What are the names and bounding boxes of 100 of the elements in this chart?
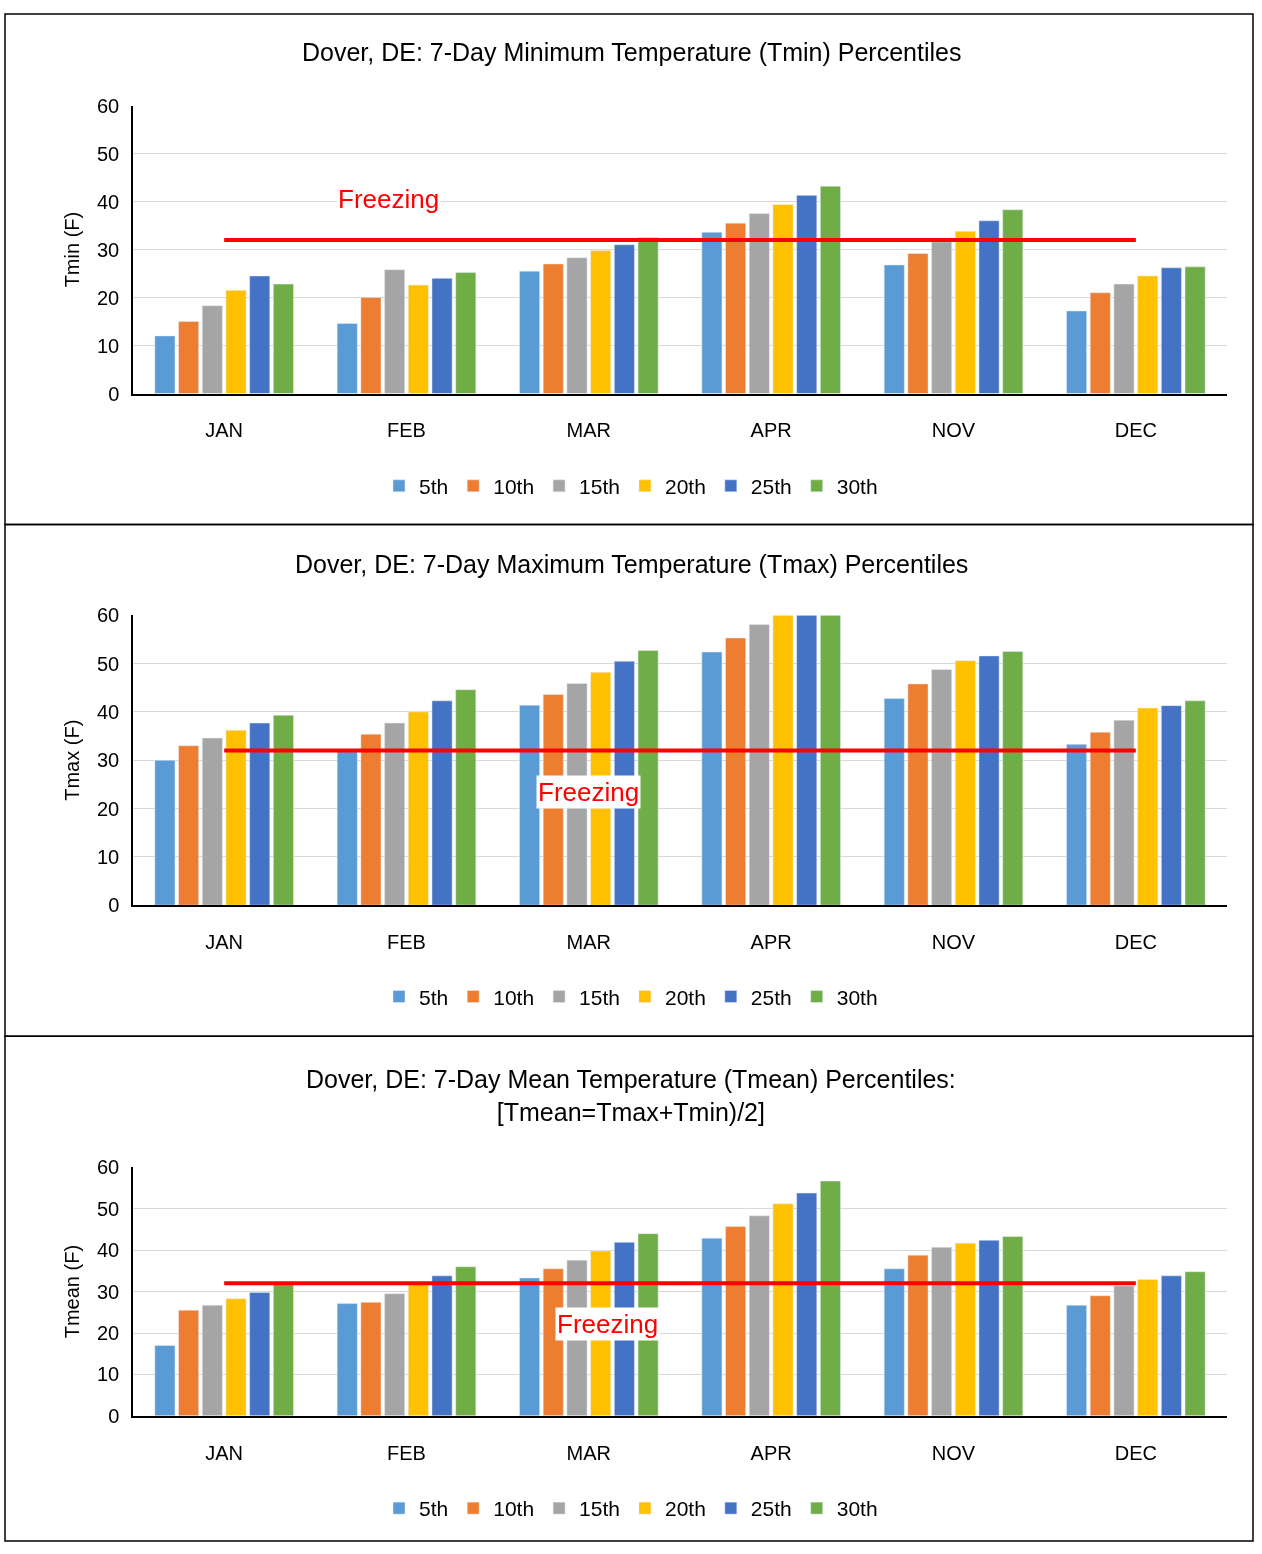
bar — [820, 1180, 841, 1416]
legend-label: 25th — [750, 985, 792, 1009]
y-tick-label: 10 — [97, 1363, 120, 1386]
legend-label: 25th — [750, 475, 792, 499]
bar — [542, 263, 564, 394]
bar — [1184, 1271, 1206, 1416]
x-tick-label: JAN — [205, 1441, 244, 1464]
bar — [1161, 267, 1182, 394]
x-tick-label: DEC — [1114, 930, 1157, 953]
bar — [820, 615, 841, 906]
bar — [1066, 1305, 1087, 1416]
bar — [225, 730, 247, 906]
y-tick-label: 10 — [97, 845, 120, 868]
bar — [249, 722, 271, 906]
bar — [772, 1203, 794, 1416]
y-tick-label: 50 — [97, 142, 120, 165]
y-axis-title: Tmax (F) — [61, 719, 83, 801]
bar — [725, 222, 746, 394]
y-tick-label: 50 — [97, 1197, 120, 1220]
bar — [249, 275, 271, 394]
bar — [566, 257, 588, 394]
legend-label: 15th — [579, 985, 620, 1009]
bar — [772, 204, 794, 394]
bar — [748, 624, 770, 906]
bar — [408, 284, 429, 394]
bar — [1066, 310, 1087, 394]
bar — [178, 1309, 199, 1416]
x-tick-label: JAN — [205, 419, 244, 442]
x-tick-label: MAR — [566, 419, 612, 442]
bar — [154, 1345, 176, 1416]
bar — [1137, 707, 1159, 906]
bar — [931, 669, 952, 906]
chart-title: Dover, DE: 7-Day Maximum Temperature (Tmax) Percentiles — [295, 550, 969, 578]
y-tick-label: 0 — [108, 382, 120, 405]
bar — [455, 1266, 477, 1416]
bar — [1161, 1275, 1182, 1416]
bar — [360, 733, 382, 906]
bar — [907, 683, 929, 906]
y-tick-label: 30 — [97, 1280, 120, 1303]
bar — [178, 321, 199, 394]
y-tick-label: 20 — [97, 286, 120, 309]
bar — [336, 323, 358, 394]
y-tick-label: 40 — [97, 1239, 120, 1262]
bar — [336, 1303, 358, 1416]
bar — [796, 1192, 818, 1416]
y-axis-title: Tmin (F) — [61, 211, 83, 288]
bar — [955, 231, 976, 394]
ref-line-label: Freezing — [557, 1309, 659, 1339]
bar — [1089, 731, 1111, 906]
bar — [384, 1293, 405, 1416]
y-tick-label: 30 — [97, 749, 120, 772]
bar — [1002, 651, 1024, 906]
x-tick-label: FEB — [387, 1441, 426, 1464]
legend-label: 10th — [493, 1497, 535, 1521]
x-tick-label: MAR — [566, 930, 612, 953]
bar — [1066, 744, 1087, 906]
legend-label: 5th — [419, 1497, 449, 1521]
bar — [590, 250, 612, 394]
bar — [154, 335, 176, 394]
x-tick-label: NOV — [931, 1441, 976, 1464]
y-tick-label: 50 — [97, 652, 120, 675]
y-tick-label: 40 — [97, 190, 120, 213]
bar — [201, 1305, 223, 1416]
bar — [455, 689, 477, 906]
bar — [748, 1215, 770, 1416]
bar — [408, 1283, 429, 1416]
x-tick-label: NOV — [931, 930, 976, 953]
x-tick-label: DEC — [1114, 419, 1157, 442]
bar — [796, 615, 818, 906]
bar — [614, 244, 635, 394]
bar — [955, 660, 976, 906]
x-tick-label: FEB — [387, 419, 426, 442]
bar — [384, 269, 405, 394]
bar — [907, 1254, 929, 1416]
x-tick-label: APR — [750, 930, 792, 953]
x-tick-label: APR — [750, 419, 792, 442]
bar — [1002, 1236, 1024, 1416]
bar — [978, 655, 1000, 906]
x-tick-label: DEC — [1114, 1441, 1157, 1464]
bar — [1161, 705, 1182, 906]
legend-label: 15th — [579, 475, 620, 499]
legend-label: 5th — [419, 985, 449, 1009]
y-tick-label: 0 — [108, 1404, 120, 1427]
bar — [883, 698, 905, 906]
bar — [725, 637, 746, 906]
x-tick-label: NOV — [931, 419, 976, 442]
bar — [249, 1292, 271, 1416]
bar — [519, 704, 540, 906]
y-tick-label: 60 — [97, 94, 120, 117]
bar — [1137, 1279, 1159, 1416]
bar — [637, 237, 659, 394]
bar — [1184, 700, 1206, 906]
bar — [701, 651, 723, 906]
bar — [201, 305, 223, 394]
bar — [931, 1247, 952, 1416]
y-tick-label: 30 — [97, 238, 120, 261]
legend-label: 30th — [836, 1497, 878, 1521]
bar — [1113, 719, 1135, 906]
legend-label: 10th — [493, 475, 535, 499]
y-tick-label: 60 — [97, 604, 120, 627]
